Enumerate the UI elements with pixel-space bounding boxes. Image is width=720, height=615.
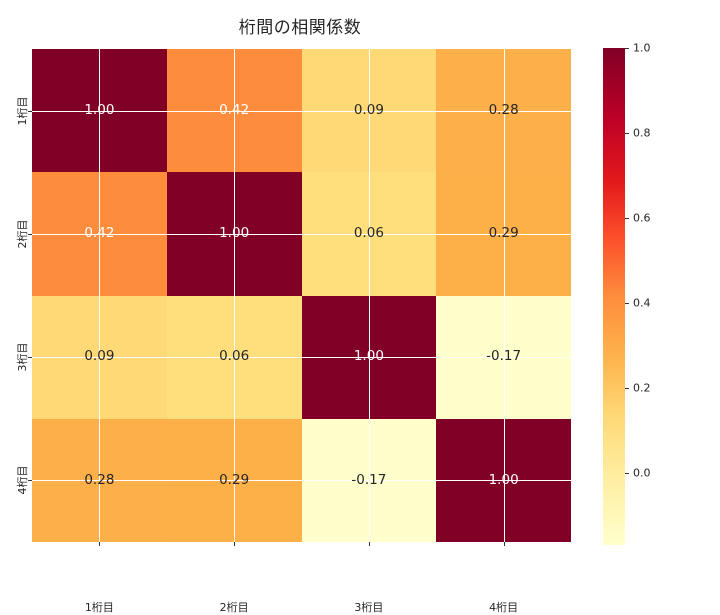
- heatmap-cell-value: 0.28: [488, 101, 519, 118]
- heatmap-cell-value: 0.29: [219, 471, 250, 488]
- heatmap-cell: 0.28: [32, 418, 167, 542]
- x-axis-tick-label: 4桁目: [489, 601, 519, 614]
- colorbar-tick-label: 0.8: [633, 126, 651, 140]
- colorbar-tick: [625, 217, 629, 219]
- x-axis-tick: [503, 542, 505, 546]
- colorbar-tick-label: 0.4: [633, 296, 651, 310]
- y-axis-tick: [28, 233, 32, 235]
- y-axis-tick-label: 3桁目: [16, 342, 29, 372]
- heatmap-cell: 0.42: [32, 172, 167, 296]
- heatmap-cell: 0.09: [301, 49, 437, 173]
- x-axis-tick: [368, 542, 370, 546]
- heatmap-cell: 1.00: [32, 49, 167, 173]
- heatmap-cell-value: 0.06: [219, 348, 250, 365]
- heatmap-cell-value: 0.42: [219, 101, 250, 118]
- colorbar-tick: [625, 387, 629, 389]
- x-axis-tick-label: 3桁目: [354, 601, 384, 614]
- colorbar-tick-label: 0.0: [633, 466, 651, 480]
- heatmap-cell: 0.09: [32, 295, 167, 419]
- y-axis-tick-label: 1桁目: [16, 96, 29, 126]
- heatmap-cell-value: -0.17: [486, 348, 522, 365]
- x-axis-tick-label: 1桁目: [84, 601, 114, 614]
- heatmap-cell-value: 0.29: [488, 225, 519, 242]
- heatmap-cell: 1.00: [301, 295, 437, 419]
- colorbar-tick: [625, 472, 629, 474]
- heatmap-cell: 0.29: [166, 418, 302, 542]
- y-axis-tick: [28, 357, 32, 359]
- heatmap-cell-value: 0.28: [84, 471, 115, 488]
- colorbar-tick: [625, 302, 629, 304]
- heatmap-cell-value: 1.00: [353, 348, 384, 365]
- colorbar-tick-label: 1.0: [633, 41, 651, 55]
- heatmap-cell-value: 1.00: [219, 225, 250, 242]
- colorbar-tick-label: 0.2: [633, 381, 651, 395]
- heatmap-cell: 0.29: [436, 172, 571, 296]
- y-axis-tick-label: 4桁目: [16, 465, 29, 495]
- x-axis-tick: [99, 542, 101, 546]
- heatmap-cell: 0.06: [166, 295, 302, 419]
- colorbar-gradient: [603, 48, 625, 545]
- heatmap-cell-value: 1.00: [488, 471, 519, 488]
- heatmap-cell-value: 0.09: [84, 348, 115, 365]
- heatmap-cell: 0.28: [436, 49, 571, 173]
- y-axis-tick-label: 2桁目: [16, 219, 29, 249]
- heatmap-plot-area: 1.00 0.42 0.09 0.28 0.42 1.00 0.06 0.29 0.09 0.06…: [16, 49, 571, 614]
- colorbar-tick-label: 0.6: [633, 211, 651, 225]
- heatmap-cell: 0.42: [166, 49, 302, 173]
- colorbar: 1.0 0.8 0.6 0.4 0.2 0.0: [603, 42, 651, 545]
- heatmap-cell-value: 0.09: [353, 101, 384, 118]
- colorbar-tick: [625, 48, 629, 49]
- heatmap-cell-value: 0.42: [84, 225, 115, 242]
- x-axis-tick: [234, 542, 236, 546]
- x-axis-tick-label: 2桁目: [219, 601, 249, 614]
- heatmap-cell: 1.00: [436, 418, 571, 542]
- y-axis-tick: [28, 480, 32, 482]
- heatmap-cell-value: 0.06: [353, 225, 384, 242]
- heatmap-cell-value: 1.00: [84, 101, 115, 118]
- heatmap-cell-grid: 1.00 0.42 0.09 0.28 0.42 1.00 0.06 0.29 0.09 0.06…: [32, 49, 571, 542]
- heatmap-cell: -0.17: [436, 295, 571, 419]
- heatmap-cell: 1.00: [166, 172, 302, 296]
- y-axis-tick: [28, 110, 32, 112]
- colorbar-tick: [625, 132, 629, 134]
- heatmap-cell: -0.17: [301, 418, 437, 542]
- heatmap-cell: 0.06: [301, 172, 437, 296]
- page-title: 桁間の相関係数: [238, 18, 362, 38]
- heatmap-cell-value: -0.17: [351, 471, 387, 488]
